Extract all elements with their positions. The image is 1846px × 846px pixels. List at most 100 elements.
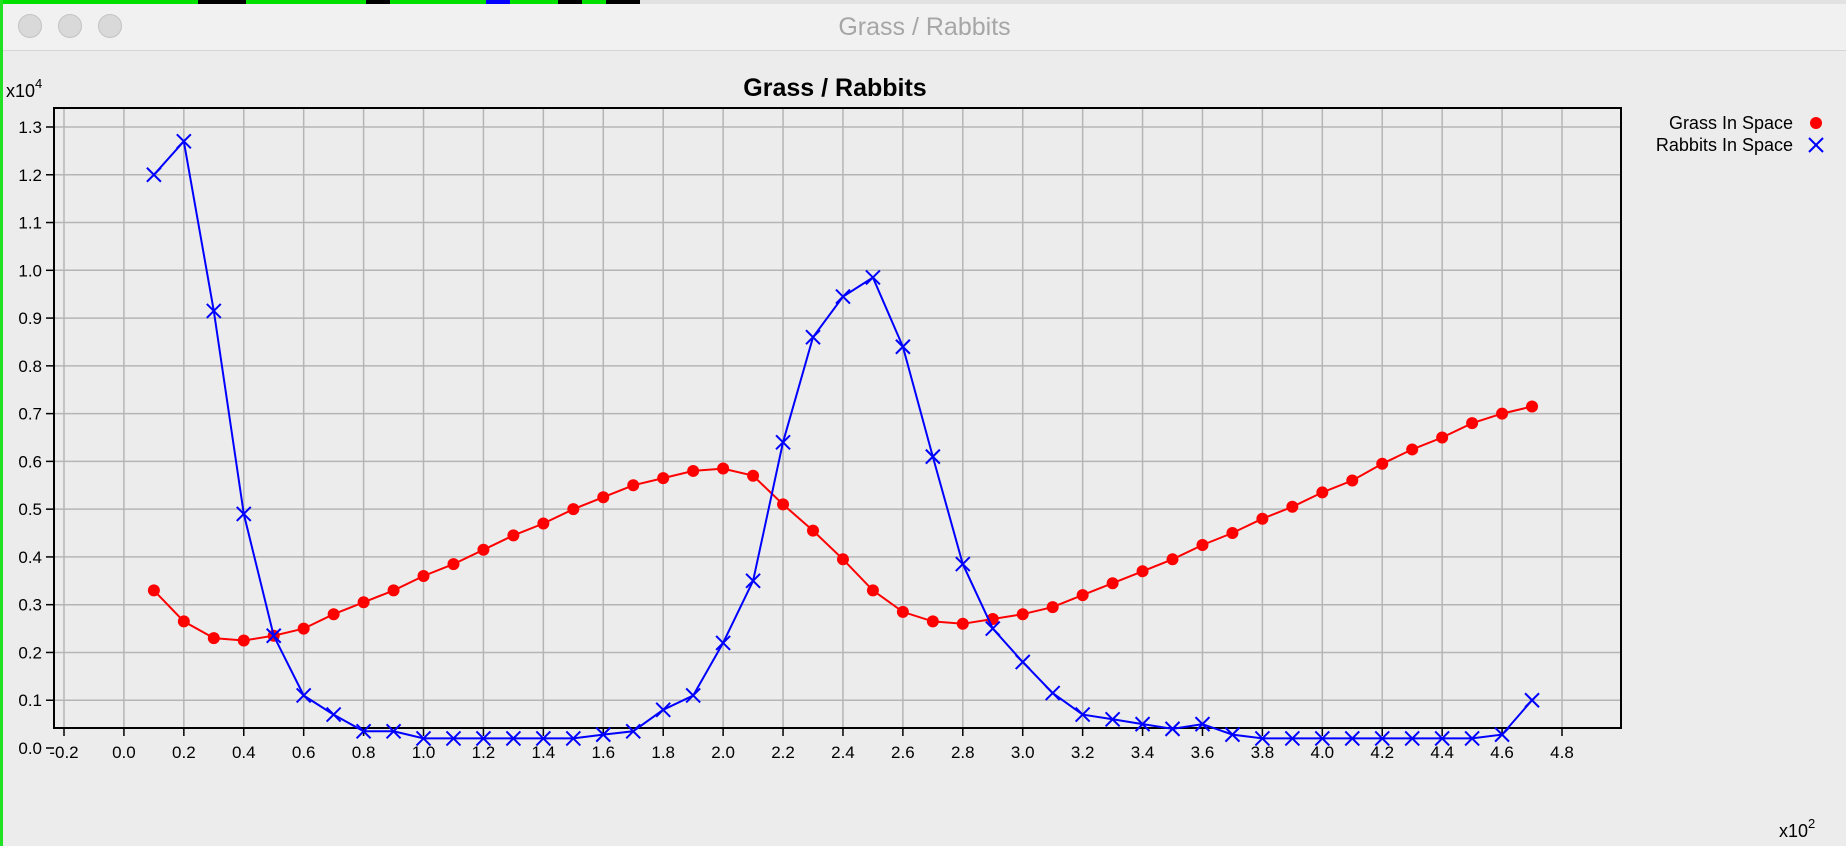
x-tick-label: 1.2	[472, 743, 496, 762]
left-edge-strip	[0, 0, 3, 846]
x-tick-label: 3.0	[1011, 743, 1035, 762]
x-tick-label: 3.4	[1131, 743, 1155, 762]
data-point	[1104, 711, 1121, 728]
y-axis: 0.0 0.1 0.2 0.3 0.4 0.5 0.6 0.7 0.8 0.9 1.0 1.1 1.2 1…	[18, 118, 54, 758]
data-point	[387, 584, 400, 597]
x-tick-label: 2.2	[771, 743, 795, 762]
series-rabbits	[146, 133, 1540, 747]
x-multiplier: x102	[1779, 816, 1815, 841]
x-tick-label: 0.2	[172, 743, 196, 762]
x-tick-label: 1.4	[532, 743, 556, 762]
x-axis: -0.2 0.0 0.2 0.4 0.6 0.8 1.0 1.2 1.4 1.6 1.8 2.0 2.2…	[49, 728, 1574, 762]
chart-title: Grass / Rabbits	[743, 74, 926, 102]
data-point	[925, 448, 941, 465]
data-point	[1464, 730, 1480, 747]
data-point	[597, 491, 610, 504]
data-point	[1254, 730, 1271, 747]
data-point	[1344, 730, 1360, 747]
data-point	[865, 269, 881, 286]
data-point	[1316, 486, 1329, 499]
chart: Grass / Rabbits x104 x102 -0.2 0.0 0.2 0.4 0…	[6, 74, 1824, 841]
minimize-window-button[interactable]	[58, 14, 82, 38]
data-point	[1016, 608, 1029, 621]
zoom-window-button[interactable]	[98, 14, 122, 38]
y-tick-label: 1.3	[18, 118, 42, 137]
legend-label: Rabbits In Space	[1656, 135, 1793, 155]
title-bar[interactable]: Grass / Rabbits	[3, 4, 1846, 51]
data-point	[176, 133, 192, 150]
y-tick-label: 0.4	[18, 548, 42, 567]
data-point	[327, 608, 340, 621]
legend-marker	[1808, 137, 1824, 153]
data-point	[1496, 407, 1509, 420]
x-multiplier-exp: 2	[1808, 816, 1815, 831]
data-point	[1074, 706, 1091, 723]
data-point	[445, 730, 462, 747]
y-tick-label: 0.6	[18, 452, 42, 471]
data-point	[1524, 692, 1540, 708]
data-point	[1044, 685, 1061, 701]
data-point	[717, 462, 730, 475]
y-tick-label: 0.9	[18, 309, 42, 328]
data-point	[447, 558, 460, 571]
data-point	[775, 434, 791, 450]
data-point	[627, 479, 640, 492]
data-point	[1134, 716, 1151, 732]
data-point	[1256, 512, 1269, 525]
data-point	[1136, 565, 1149, 578]
data-point	[807, 524, 819, 537]
x-tick-label: 2.6	[891, 743, 915, 762]
y-multiplier: x104	[6, 76, 42, 101]
y-tick-label: 0.3	[18, 596, 42, 615]
top-color-strip	[0, 0, 1846, 4]
x-tick-label: 1.8	[651, 743, 675, 762]
y-tick-label: 1.1	[18, 214, 42, 233]
x-tick-label: 4.2	[1370, 743, 1394, 762]
data-point	[1166, 553, 1179, 566]
y-tick-label: 0.8	[18, 357, 42, 376]
x-multiplier-base: x10	[1779, 821, 1808, 841]
data-point	[805, 329, 821, 345]
data-point	[325, 706, 342, 723]
x-tick-label: 1.0	[412, 743, 436, 762]
data-point	[1314, 730, 1331, 747]
data-point	[655, 702, 671, 718]
data-point	[956, 617, 969, 630]
legend-label: Grass In Space	[1669, 113, 1793, 133]
grid	[54, 108, 1621, 728]
y-multiplier-base: x10	[6, 81, 35, 101]
x-tick-label: 4.4	[1430, 743, 1454, 762]
x-tick-label: 2.4	[831, 743, 855, 762]
x-tick-label: 2.0	[711, 743, 735, 762]
data-point	[537, 517, 550, 530]
legend-marker	[1810, 117, 1822, 129]
data-point	[207, 632, 220, 645]
data-point	[477, 543, 490, 556]
data-point	[507, 529, 520, 542]
data-point	[1224, 726, 1241, 743]
data-point	[1346, 474, 1359, 487]
data-point	[385, 723, 402, 739]
data-point	[475, 730, 492, 747]
close-window-button[interactable]	[18, 14, 42, 38]
data-point	[625, 723, 641, 739]
plot-area	[146, 133, 1540, 747]
data-point	[415, 730, 432, 747]
data-point	[866, 584, 879, 597]
y-tick-label: 0.1	[18, 691, 42, 710]
data-point	[1194, 716, 1211, 732]
y-tick-label: 0.0	[18, 739, 42, 758]
y-multiplier-exp: 4	[35, 76, 42, 91]
data-point	[747, 469, 760, 482]
data-point	[266, 628, 282, 644]
x-tick-label: 0.6	[292, 743, 316, 762]
data-point	[237, 634, 250, 647]
data-point	[567, 503, 580, 516]
data-point	[1434, 730, 1450, 747]
x-tick-label: 1.6	[591, 743, 615, 762]
x-tick-label: 2.8	[951, 743, 975, 762]
data-point	[417, 570, 430, 583]
x-tick-label: 0.8	[352, 743, 376, 762]
data-point	[1376, 457, 1389, 470]
